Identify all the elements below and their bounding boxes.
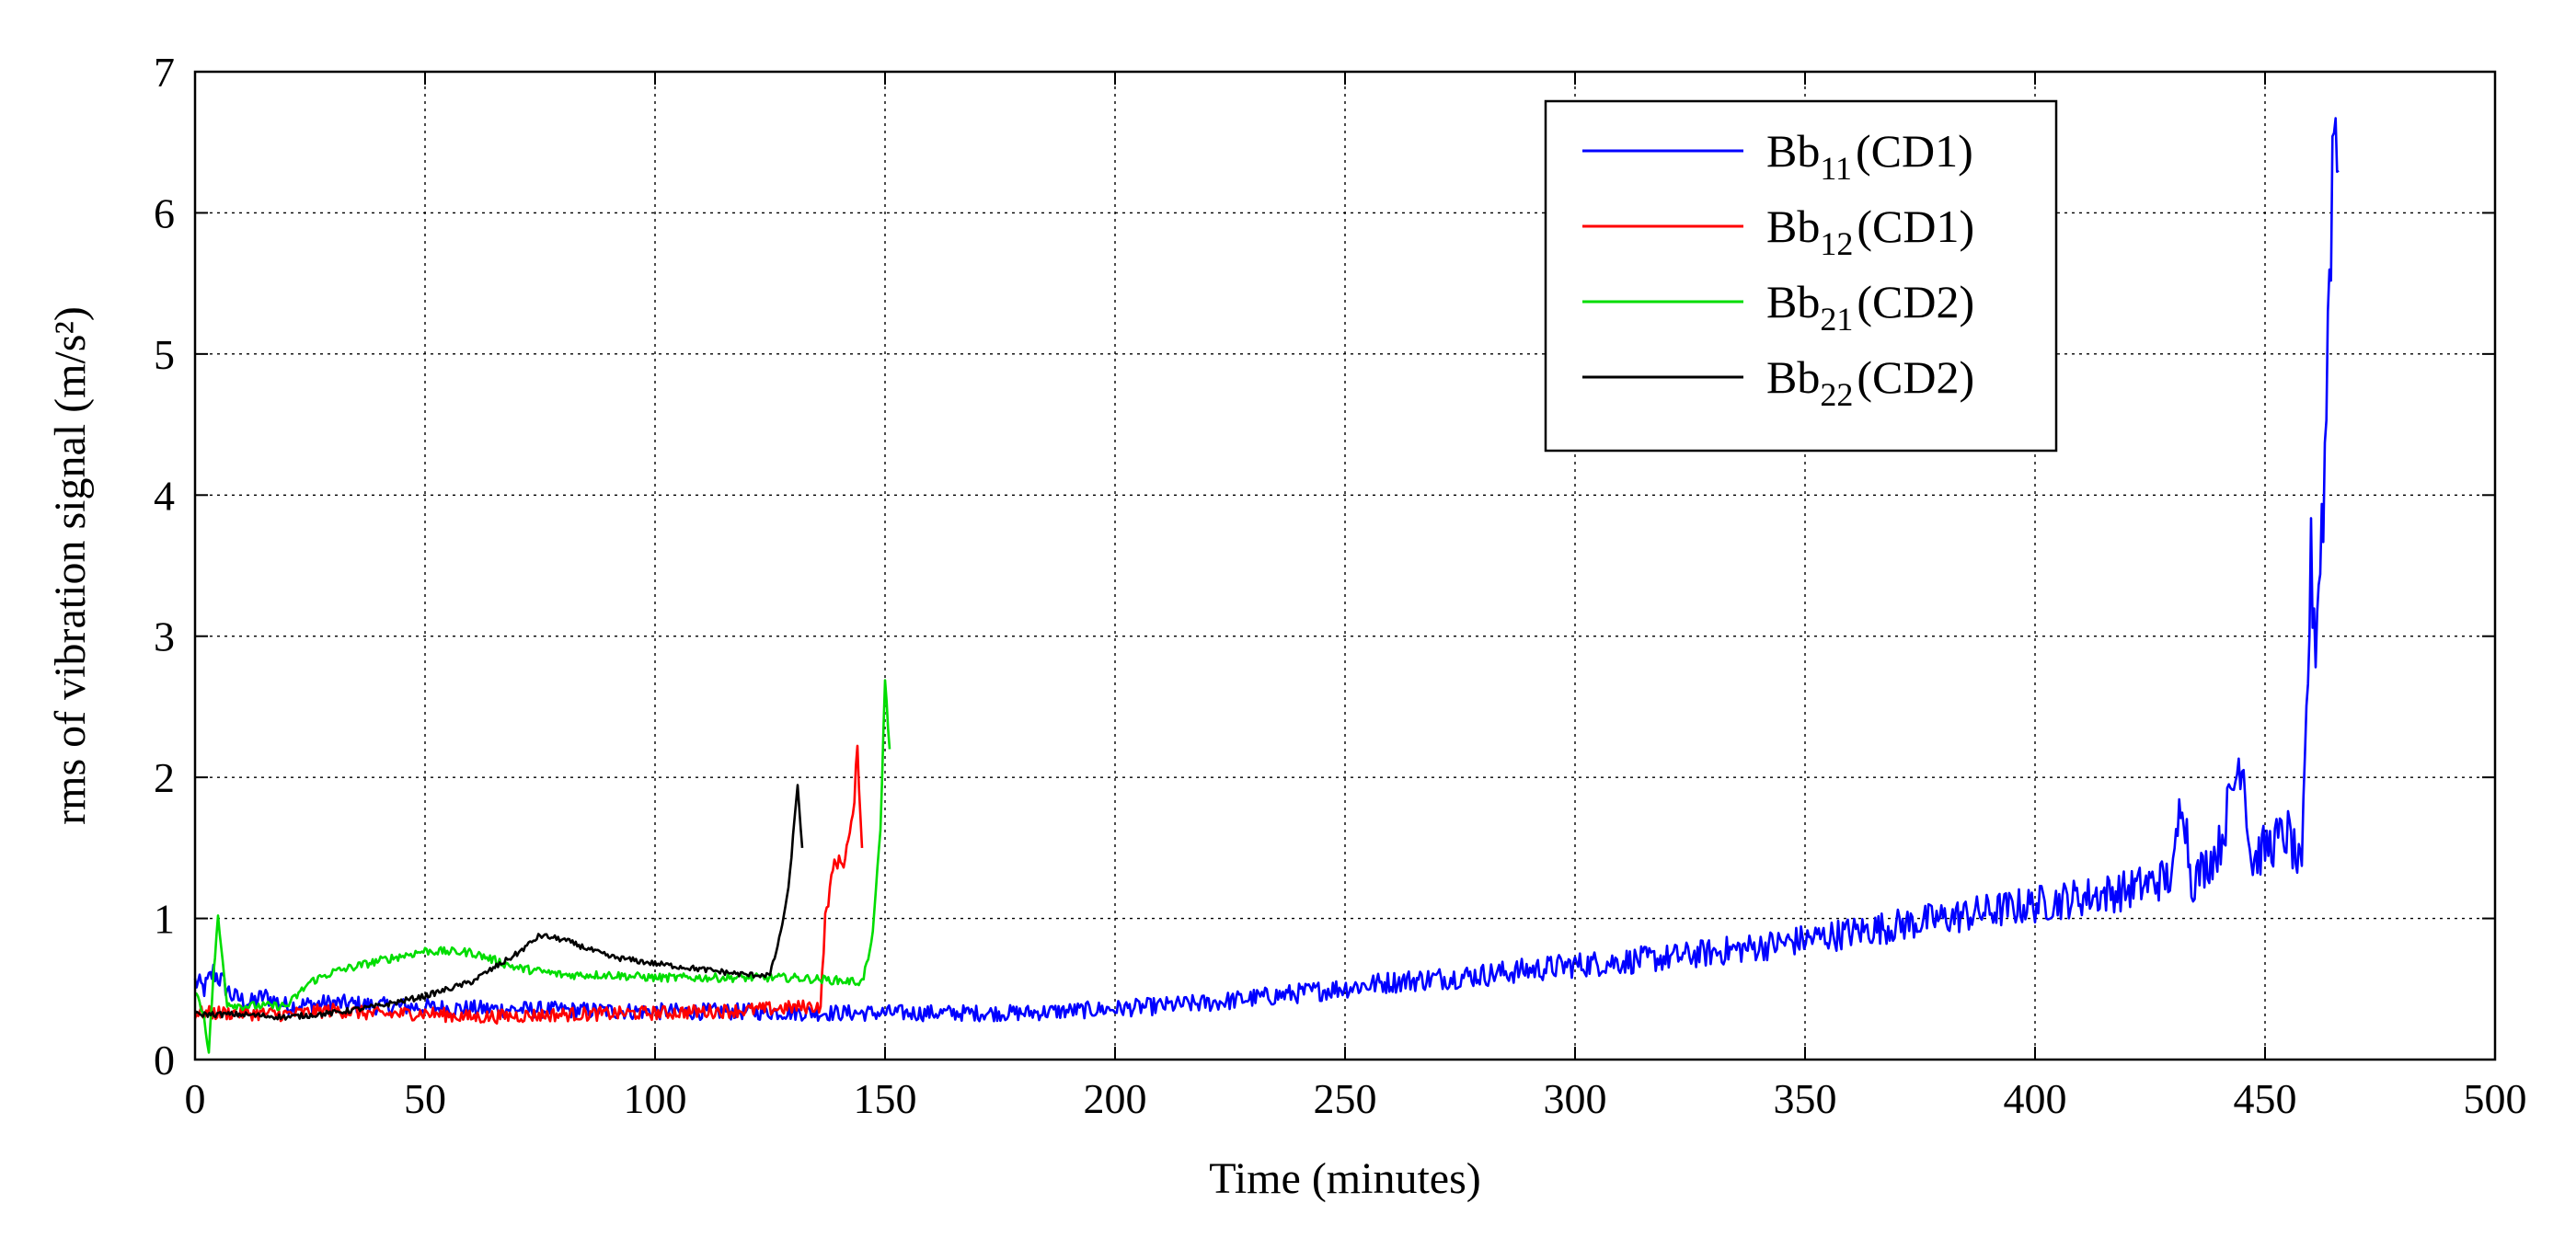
legend-label-base: Bb [1766, 125, 1820, 177]
legend-label: Bb21(CD2) [1766, 276, 1974, 338]
x-tick-label: 50 [404, 1075, 446, 1122]
legend-label-suffix: (CD2) [1857, 351, 1974, 403]
y-tick-label: 5 [154, 331, 175, 378]
series-line-bb11 [193, 117, 2340, 1023]
legend-label-suffix: (CD2) [1857, 276, 1974, 327]
y-tick-label: 6 [154, 189, 175, 236]
legend-label-suffix: (CD1) [1856, 125, 1973, 177]
y-tick-label: 3 [154, 613, 175, 660]
x-tick-label: 450 [2234, 1075, 2297, 1122]
x-axis-title: Time (minutes) [1209, 1154, 1481, 1203]
y-tick-label: 0 [154, 1037, 175, 1083]
legend-label-subscript: 21 [1820, 301, 1853, 338]
series-line-bb22 [194, 784, 804, 1021]
x-tick-label: 200 [1084, 1075, 1147, 1122]
x-tick-label: 250 [1314, 1075, 1377, 1122]
x-tick-label: 150 [854, 1075, 917, 1122]
y-tick-label: 7 [154, 49, 175, 96]
series-line-bb21 [194, 679, 891, 1054]
y-tick-label: 4 [154, 472, 175, 519]
legend-label-subscript: 22 [1820, 376, 1853, 413]
legend-box [1544, 99, 2058, 453]
y-axis-title: rms of vibration signal (m/s²) [46, 306, 95, 825]
grid-lines [195, 72, 2495, 1060]
legend-label-base: Bb [1766, 201, 1820, 252]
x-tick-label: 300 [1544, 1075, 1607, 1122]
series-line-bb12 [193, 744, 864, 1025]
x-tick-label: 500 [2464, 1075, 2527, 1122]
series-lines [193, 117, 2340, 1054]
legend-label-base: Bb [1766, 276, 1820, 327]
y-tick-label: 1 [154, 896, 175, 943]
legend-label: Bb12(CD1) [1766, 201, 1974, 262]
legend-label: Bb11(CD1) [1766, 125, 1973, 187]
x-tick-label: 0 [185, 1075, 206, 1122]
legend-label-base: Bb [1766, 351, 1820, 403]
x-tick-label: 400 [2004, 1075, 2067, 1122]
x-tick-label: 100 [624, 1075, 687, 1122]
legend-label-subscript: 12 [1820, 225, 1853, 262]
y-tick-label: 2 [154, 754, 175, 801]
legend: Bb11(CD1)Bb12(CD1)Bb21(CD2)Bb22(CD2) [1544, 99, 2058, 453]
legend-label: Bb22(CD2) [1766, 351, 1974, 413]
x-tick-label: 350 [1774, 1075, 1837, 1122]
legend-label-subscript: 11 [1820, 150, 1852, 187]
legend-label-suffix: (CD1) [1857, 201, 1974, 252]
